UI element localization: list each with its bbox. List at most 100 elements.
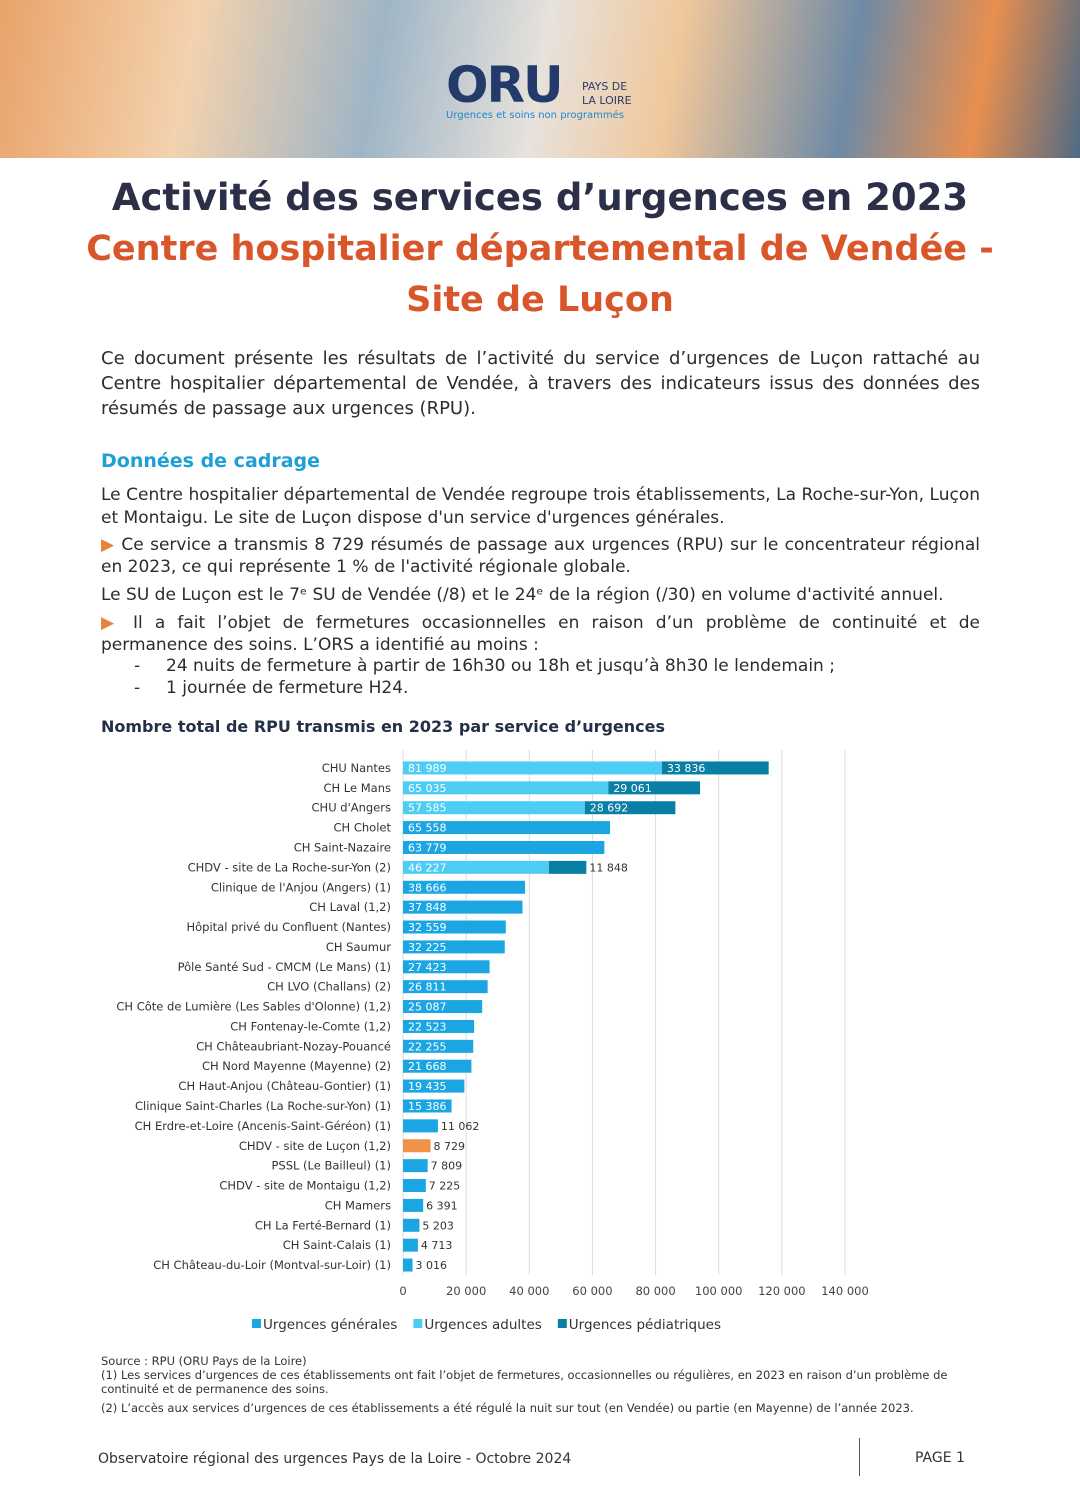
footnote: (1) Les services d’urgences de ces établ… [101, 1368, 948, 1396]
y-tick-label: CH Saint-Nazaire [294, 840, 391, 854]
y-tick-label: CH Laval (1,2) [309, 900, 391, 914]
bar-segment [403, 1079, 465, 1093]
x-tick-label: 140 000 [821, 1284, 869, 1298]
legend-swatch [413, 1319, 423, 1328]
page-number: PAGE 1 [915, 1450, 965, 1466]
data-label: 37 848 [408, 901, 447, 914]
y-tick-label: Hôpital privé du Confluent (Nantes) [187, 920, 392, 934]
y-tick-label: CHDV - site de Montaigu (1,2) [219, 1179, 391, 1193]
bar-segment [403, 1019, 475, 1033]
data-label: 65 035 [408, 782, 447, 795]
bar-segment [403, 1218, 420, 1232]
bullet-arrow: ▶ [101, 535, 122, 555]
legend-label: Urgences pédiatriques [569, 1317, 721, 1333]
bar-segment [608, 781, 701, 795]
data-label: 7 225 [429, 1180, 461, 1193]
bar-segment [403, 880, 526, 894]
logo-region: PAYS DE [582, 80, 628, 93]
y-tick-label: PSSL (Le Bailleul) (1) [271, 1159, 391, 1173]
bar-segment [403, 900, 523, 914]
title: Activité des services d’urgences en 2023 [111, 176, 969, 219]
paragraph-text: Il a fait l’objet de fermetures occasion… [101, 613, 980, 655]
bar-segment [403, 1238, 418, 1252]
data-label: 4 713 [421, 1239, 453, 1252]
header-banner [0, 0, 1080, 158]
data-label: 57 585 [408, 802, 447, 815]
y-tick-label: CH Nord Mayenne (Mayenne) (2) [202, 1059, 391, 1073]
data-label: 46 227 [408, 861, 447, 874]
bar-segment [403, 980, 488, 994]
data-label: 38 666 [408, 881, 447, 894]
data-label: 8 729 [434, 1140, 466, 1153]
y-tick-label: CH Fontenay-le-Comte (1,2) [230, 1019, 391, 1033]
y-tick-label: CHU d'Angers [312, 801, 391, 815]
source: Source : RPU (ORU Pays de la Loire) [101, 1354, 307, 1368]
y-tick-label: CH Haut-Anjou (Château-Gontier) (1) [178, 1079, 391, 1093]
footnote: (2) L’accès aux services d’urgences de c… [101, 1401, 914, 1415]
data-label: 22 523 [408, 1020, 447, 1033]
subtitle: Site de Luçon [406, 280, 674, 320]
data-label: 28 692 [590, 802, 629, 815]
x-tick-label: 100 000 [695, 1284, 743, 1298]
bar-segment [403, 801, 585, 815]
bar-segment [584, 801, 676, 815]
data-label: 15 386 [408, 1100, 447, 1113]
y-tick-label: CH Le Mans [323, 781, 391, 795]
data-label: 3 016 [416, 1259, 448, 1272]
bar-segment [548, 860, 587, 874]
x-tick-label: 120 000 [758, 1284, 806, 1298]
data-label: 26 811 [408, 981, 447, 994]
paragraph: ▶ Ce service a transmis 8 729 résumés de… [101, 534, 980, 578]
y-tick-label: CH Côte de Lumière (Les Sables d'Olonne)… [116, 1000, 391, 1014]
x-tick-label: 0 [399, 1284, 406, 1298]
data-label: 21 668 [408, 1060, 447, 1073]
footer-separator [859, 1438, 860, 1476]
section-heading: Données de cadrage [101, 450, 321, 472]
bar-segment [403, 761, 662, 775]
y-tick-label: CH La Ferté-Bernard (1) [255, 1218, 391, 1232]
chart-title: Nombre total de RPU transmis en 2023 par… [101, 717, 666, 736]
legend-label: Urgences adultes [424, 1317, 541, 1333]
data-label: 32 559 [408, 921, 447, 934]
y-tick-label: Clinique Saint-Charles (La Roche-sur-Yon… [135, 1099, 391, 1113]
paragraph: Le SU de Luçon est le 7ᵉ SU de Vendée (/… [101, 585, 944, 605]
footer-text: Observatoire régional des urgences Pays … [98, 1451, 572, 1467]
list-text: 24 nuits de fermeture à partir de 16h30 … [166, 656, 835, 676]
bar-segment [661, 761, 769, 775]
bar-segment [403, 940, 505, 954]
data-label: 19 435 [408, 1080, 447, 1093]
data-label: 27 423 [408, 961, 447, 974]
bar-segment [403, 1099, 452, 1113]
legend-swatch [252, 1319, 261, 1328]
data-label: 33 836 [667, 762, 706, 775]
y-tick-label: CH Cholet [334, 821, 392, 835]
y-tick-label: CH Château-du-Loir (Montval-sur-Loir) (1… [153, 1258, 391, 1272]
paragraph: ▶ Il a fait l’objet de fermetures occasi… [101, 612, 980, 656]
subtitle: Centre hospitalier départemental de Vend… [86, 229, 994, 269]
data-label: 65 558 [408, 822, 447, 835]
y-tick-label: CH Saint-Calais (1) [283, 1238, 391, 1252]
x-tick-label: 40 000 [509, 1284, 549, 1298]
y-tick-label: CH Châteaubriant-Nozay-Pouancé [196, 1039, 391, 1053]
intro: Ce document présente les résultats de l’… [101, 348, 980, 419]
data-label: 22 255 [408, 1040, 447, 1053]
list-text: 1 journée de fermeture H24. [166, 678, 409, 698]
bar-segment [403, 1059, 472, 1073]
bullet-arrow: ▶ [101, 613, 133, 633]
bar-segment [403, 860, 549, 874]
data-label: 81 989 [408, 762, 447, 775]
logo-tagline: Urgences et soins non programmés [446, 110, 624, 121]
legend-label: Urgences générales [263, 1317, 397, 1333]
y-tick-label: CHDV - site de Luçon (1,2) [239, 1139, 391, 1153]
data-label: 6 391 [426, 1199, 458, 1212]
legend-swatch [557, 1319, 567, 1328]
y-tick-label: CH Erdre-et-Loire (Ancenis-Saint-Géréon)… [135, 1119, 391, 1133]
bar-segment [403, 1039, 474, 1053]
data-label: 11 848 [589, 861, 628, 874]
bar-segment [403, 920, 506, 934]
y-tick-label: CH LVO (Challans) (2) [267, 980, 391, 994]
logo: ORU [446, 56, 564, 114]
chart: 0 20 000 40 000 60 000 80 000 100 000 120 000 1… [116, 750, 869, 1333]
paragraph-text: Ce service a transmis 8 729 résumés de p… [101, 535, 980, 577]
bar-segment [403, 960, 490, 974]
